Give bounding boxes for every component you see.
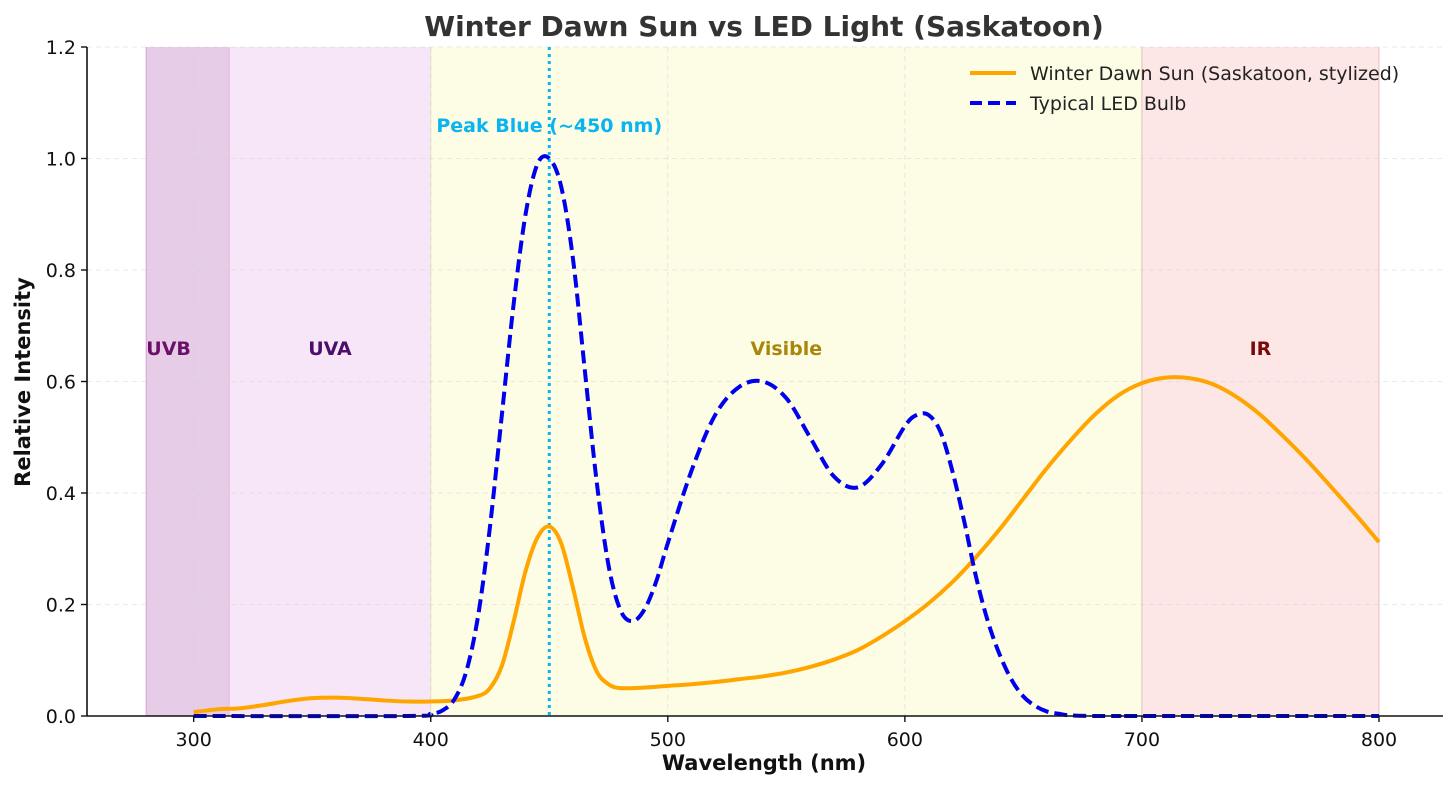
y-tick-label: 0.6 [46, 372, 76, 394]
series-lines [193, 47, 1381, 719]
legend-led-label: Typical LED Bulb [1029, 93, 1186, 115]
y-tick-label: 0.8 [46, 260, 76, 282]
ticks: 300 400 500 600 700 800 0.0 0.2 0.4 0.6 0.8 1.0 1.2 [46, 37, 1397, 751]
y-tick-label: 0.4 [46, 483, 76, 505]
x-tick-label: 300 [176, 729, 212, 751]
chart-title: Winter Dawn Sun vs LED Light (Saskatoon) [424, 10, 1104, 43]
x-tick-label: 800 [1361, 729, 1397, 751]
region-label-uva: UVA [308, 338, 352, 360]
x-tick-label: 600 [887, 729, 923, 751]
x-tick-label: 500 [650, 729, 686, 751]
y-tick-label: 1.0 [46, 149, 76, 171]
region-label-visible: Visible [750, 338, 822, 360]
x-axis-label: Wavelength (nm) [662, 751, 866, 775]
legend: Winter Dawn Sun (Saskatoon, stylized) Ty… [970, 63, 1399, 115]
region-label-uvb: UVB [146, 338, 191, 360]
led-spectrum-line [193, 154, 1379, 719]
peak-blue-annotation: Peak Blue (~450 nm) [436, 115, 662, 137]
x-tick-label: 700 [1124, 729, 1160, 751]
y-tick-label: 0.2 [46, 595, 76, 617]
region-label-ir: IR [1250, 338, 1272, 360]
y-tick-label: 1.2 [46, 37, 76, 59]
region-labels: UVB UVA Visible IR [146, 338, 1271, 360]
sun-spectrum-line [193, 375, 1381, 715]
y-axis-label: Relative Intensity [11, 277, 35, 487]
y-tick-label: 0.0 [46, 706, 76, 728]
x-tick-label: 400 [413, 729, 449, 751]
legend-sun-label: Winter Dawn Sun (Saskatoon, stylized) [1030, 63, 1399, 85]
